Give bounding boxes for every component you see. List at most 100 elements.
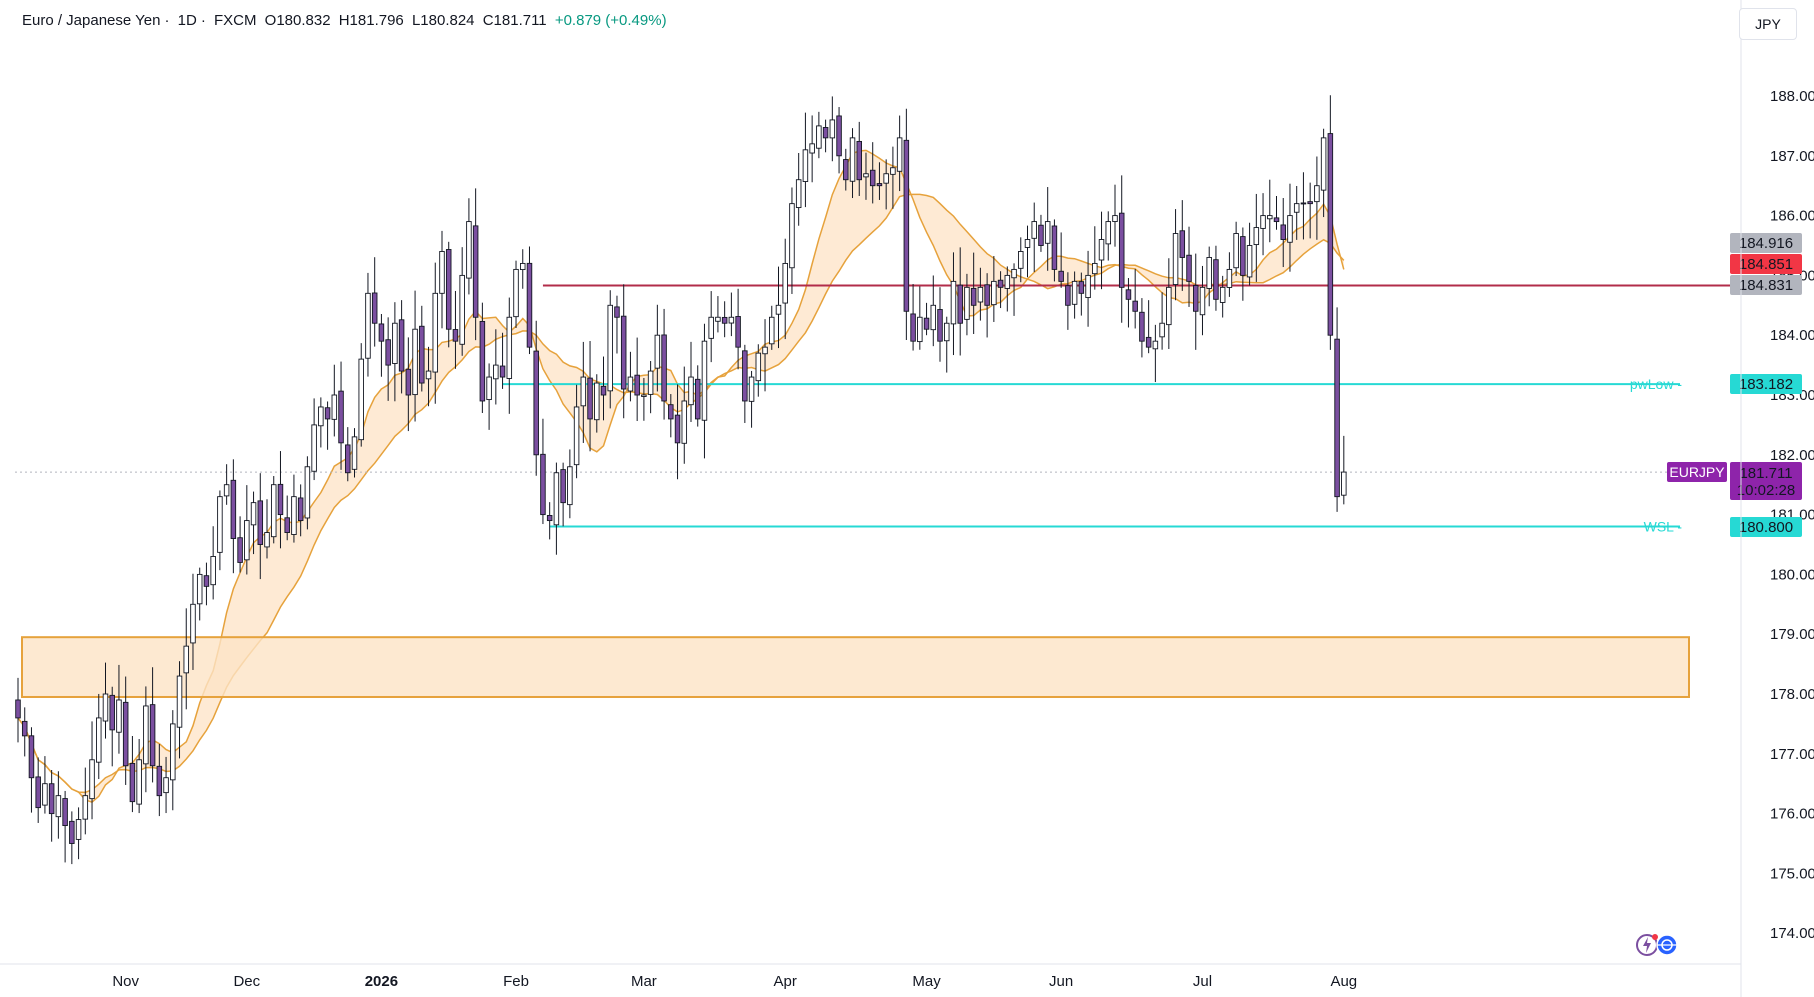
candle-body [412, 328, 418, 396]
candle [116, 664, 122, 754]
candle-body [1199, 286, 1206, 316]
candle [829, 96, 836, 162]
candle-body [122, 701, 129, 767]
candle [439, 230, 445, 329]
candle-body [533, 350, 539, 456]
candle [190, 573, 196, 670]
level-label: pwLow - [1630, 376, 1682, 392]
candle [385, 317, 391, 401]
candle-body [728, 316, 735, 324]
candle-body [1132, 300, 1138, 312]
candle-body [439, 251, 445, 294]
candle [674, 384, 681, 480]
candle-body [970, 287, 977, 306]
candle-body [62, 798, 68, 827]
candle [419, 305, 425, 392]
candle [863, 152, 869, 200]
price-tick-label: 175.000 [1770, 865, 1814, 882]
price-tag-text: 183.182 [1739, 376, 1793, 393]
candle [405, 337, 412, 432]
price-tick-label: 176.000 [1770, 806, 1814, 823]
candle [681, 366, 688, 464]
current-price-bg [1730, 462, 1802, 500]
price-axis[interactable]: 188.000187.000186.000185.000184.000183.0… [1770, 88, 1814, 942]
candle [1139, 298, 1145, 358]
change-value: +0.879 (+0.49%) [554, 12, 667, 29]
candle-body [129, 762, 136, 803]
candle-body [277, 483, 284, 516]
candle-body [1145, 336, 1152, 348]
candle [762, 319, 768, 392]
candle-body [297, 497, 304, 522]
candle-body [183, 645, 189, 674]
candle [1267, 179, 1273, 243]
candle [398, 300, 405, 394]
candle [392, 302, 398, 402]
time-tick-label: Jul [1193, 973, 1212, 990]
candle-body [836, 115, 842, 157]
time-tick-label: Nov [112, 973, 139, 990]
candle [607, 290, 613, 409]
candle [748, 370, 755, 428]
candle [1327, 95, 1334, 350]
candle [35, 757, 41, 823]
lightning-icon[interactable] [1636, 934, 1658, 956]
candle-body [89, 759, 95, 800]
candle-body [573, 406, 580, 466]
candle-body [264, 532, 270, 548]
candle-body [553, 472, 560, 526]
candle [143, 686, 149, 793]
candle-body [385, 339, 391, 366]
price-tag-bg [1730, 275, 1802, 295]
candle [472, 188, 479, 341]
high-value: H181.796 [338, 12, 404, 29]
candle-body [910, 313, 916, 342]
currency-button[interactable]: JPY [1739, 8, 1797, 40]
candle [930, 275, 937, 347]
symbol-tag-text: EURJPY [1669, 464, 1725, 480]
candle-body [55, 795, 62, 818]
candle [950, 252, 957, 356]
price-tag-text: 184.831 [1739, 277, 1793, 294]
candle [21, 707, 28, 757]
candle [816, 111, 822, 159]
candle [1132, 268, 1138, 329]
candle-body [472, 225, 479, 318]
candle-body [977, 286, 984, 303]
price-tick-label: 177.000 [1770, 746, 1814, 763]
candle [984, 273, 990, 338]
globe-icon[interactable] [1656, 934, 1678, 956]
candle-body [445, 249, 452, 330]
price-tick-label: 180.000 [1770, 566, 1814, 583]
candle-body [681, 400, 688, 444]
time-axis[interactable]: Nov Dec 2026 Feb Mar Apr May Jun Jul Aug [112, 973, 1357, 990]
candle [1192, 253, 1199, 350]
candle-body [560, 469, 566, 504]
candle [318, 397, 324, 448]
candle-body [890, 167, 896, 175]
candle-body [1233, 233, 1239, 269]
candle-body [432, 292, 439, 373]
symbol-name[interactable]: Euro / Japanese Yen [22, 12, 161, 29]
candle [1051, 219, 1058, 282]
candle [1300, 172, 1307, 240]
candle-body [647, 370, 654, 395]
candle [1314, 156, 1320, 240]
candle [573, 384, 580, 479]
interval-label[interactable]: 1D [177, 12, 197, 29]
candle [62, 790, 68, 863]
candle [728, 292, 735, 337]
supply-demand-zone[interactable] [21, 636, 1690, 698]
candle-body [96, 717, 102, 763]
plot-area[interactable] [13, 0, 1741, 964]
candle-body [1058, 270, 1064, 282]
price-tag: 184.831 [1730, 275, 1802, 295]
candle [1334, 307, 1340, 512]
candle [970, 252, 977, 335]
candle [600, 356, 607, 421]
candle [937, 287, 943, 362]
zone-rectangle[interactable] [21, 636, 1690, 698]
candle-body [762, 346, 768, 355]
candle-body [1085, 274, 1091, 299]
